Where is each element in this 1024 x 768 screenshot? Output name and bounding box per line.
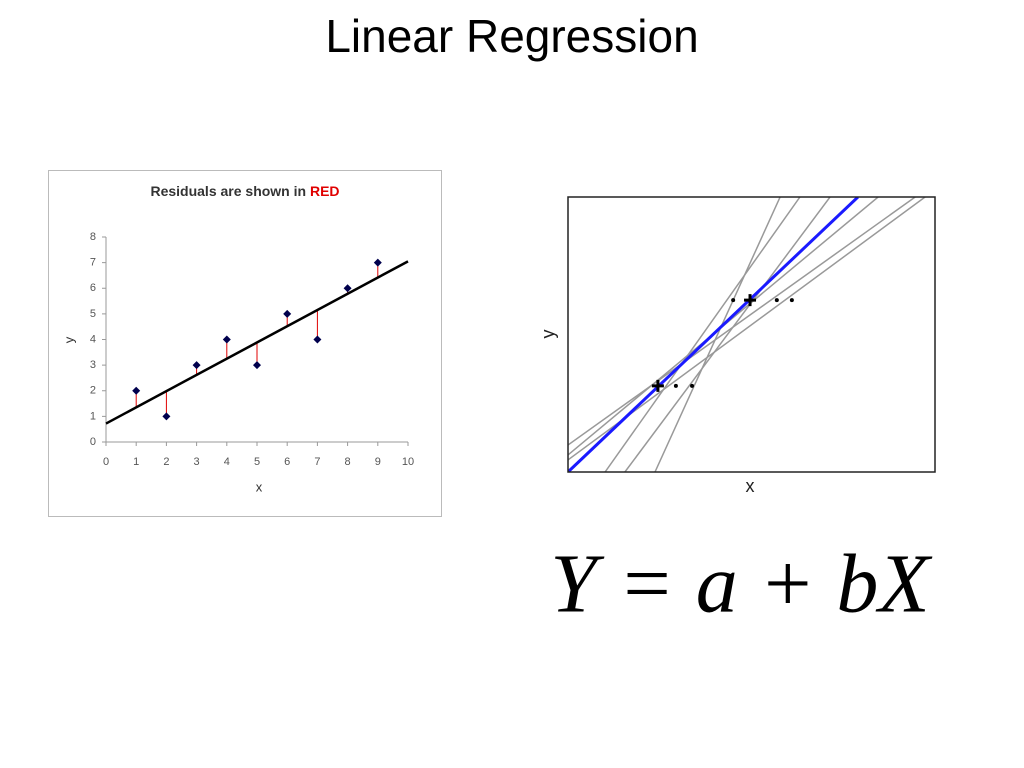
x-tick-label: 2 <box>163 456 169 468</box>
mean-marker <box>651 379 664 392</box>
point <box>690 383 695 388</box>
y-tick-label: 5 <box>90 308 96 320</box>
chart-title: Residuals are shown in RED <box>150 183 339 199</box>
y-tick-label: 8 <box>90 231 96 243</box>
mean-marker <box>744 294 757 307</box>
plot-frame <box>567 196 936 473</box>
point <box>343 284 352 293</box>
point <box>192 361 201 370</box>
x-tick-label: 8 <box>345 456 351 468</box>
x-axis-label: x <box>256 479 263 494</box>
chart-title-highlight: RED <box>310 183 340 199</box>
y-tick-label: 6 <box>90 282 96 294</box>
point <box>283 309 292 318</box>
y-tick-label: 7 <box>90 257 96 269</box>
chart-title-text: Residuals are shown in <box>150 183 306 199</box>
x-axis-label: x <box>746 476 755 496</box>
point <box>789 298 794 303</box>
line <box>568 197 859 472</box>
equation: Y = a + bX <box>550 537 933 630</box>
line <box>568 197 916 446</box>
y-tick-label: 4 <box>90 333 96 345</box>
x-tick-label: 1 <box>133 456 139 468</box>
point <box>222 335 231 344</box>
y-tick-label: 1 <box>90 410 96 422</box>
point <box>774 298 779 303</box>
y-tick-label: 0 <box>90 436 96 448</box>
point <box>253 361 261 370</box>
chart-frame <box>48 170 442 517</box>
x-tick-label: 5 <box>254 456 260 468</box>
x-tick-label: 3 <box>194 456 200 468</box>
point <box>731 298 736 303</box>
fit-line <box>105 260 409 425</box>
x-tick-label: 4 <box>224 456 230 468</box>
x-tick-label: 10 <box>402 456 414 468</box>
line <box>624 197 831 472</box>
y-axis-label: y <box>61 336 76 343</box>
line <box>654 197 781 472</box>
x-tick-label: 9 <box>375 456 381 468</box>
y-tick-label: 2 <box>90 385 96 397</box>
y-tick-label: 3 <box>90 359 96 371</box>
x-tick-label: 7 <box>314 456 320 468</box>
point <box>162 412 171 421</box>
x-tick-label: 0 <box>103 456 109 468</box>
line <box>604 197 801 472</box>
slide-title: Linear Regression <box>325 10 698 62</box>
point <box>673 383 678 388</box>
point <box>373 258 382 267</box>
point <box>132 386 141 395</box>
y-axis-label: y <box>538 330 558 339</box>
x-tick-label: 6 <box>284 456 290 468</box>
point <box>313 335 322 344</box>
